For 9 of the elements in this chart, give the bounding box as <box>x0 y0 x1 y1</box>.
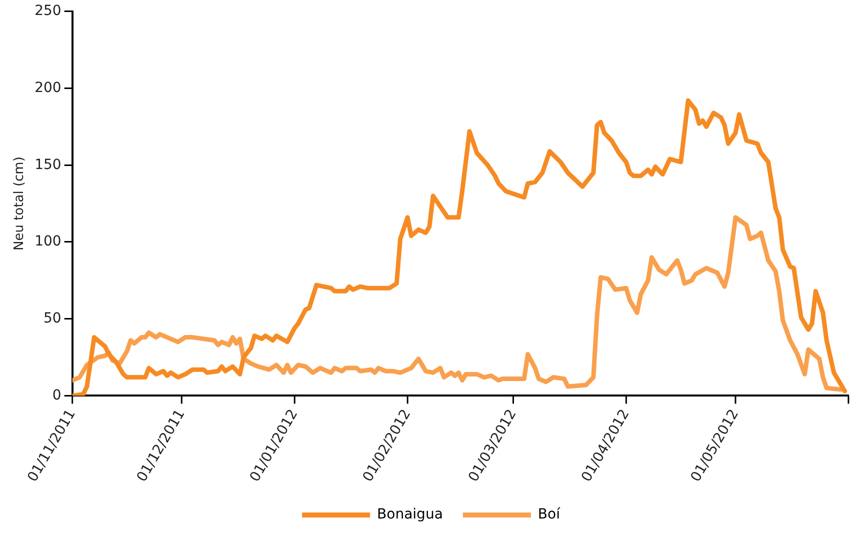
y-tick-label: 150 <box>34 156 62 173</box>
y-axis-title: Neu total (cm) <box>12 156 28 251</box>
y-tick-label: 100 <box>34 234 62 250</box>
y-tick-label: 250 <box>34 3 62 20</box>
y-tick-label: 200 <box>34 80 62 96</box>
legend-label: Bonaigua <box>377 506 443 523</box>
y-tick-label: 50 <box>43 310 62 326</box>
y-tick-label: 0 <box>52 387 62 404</box>
legend-label: Boí <box>538 506 562 523</box>
